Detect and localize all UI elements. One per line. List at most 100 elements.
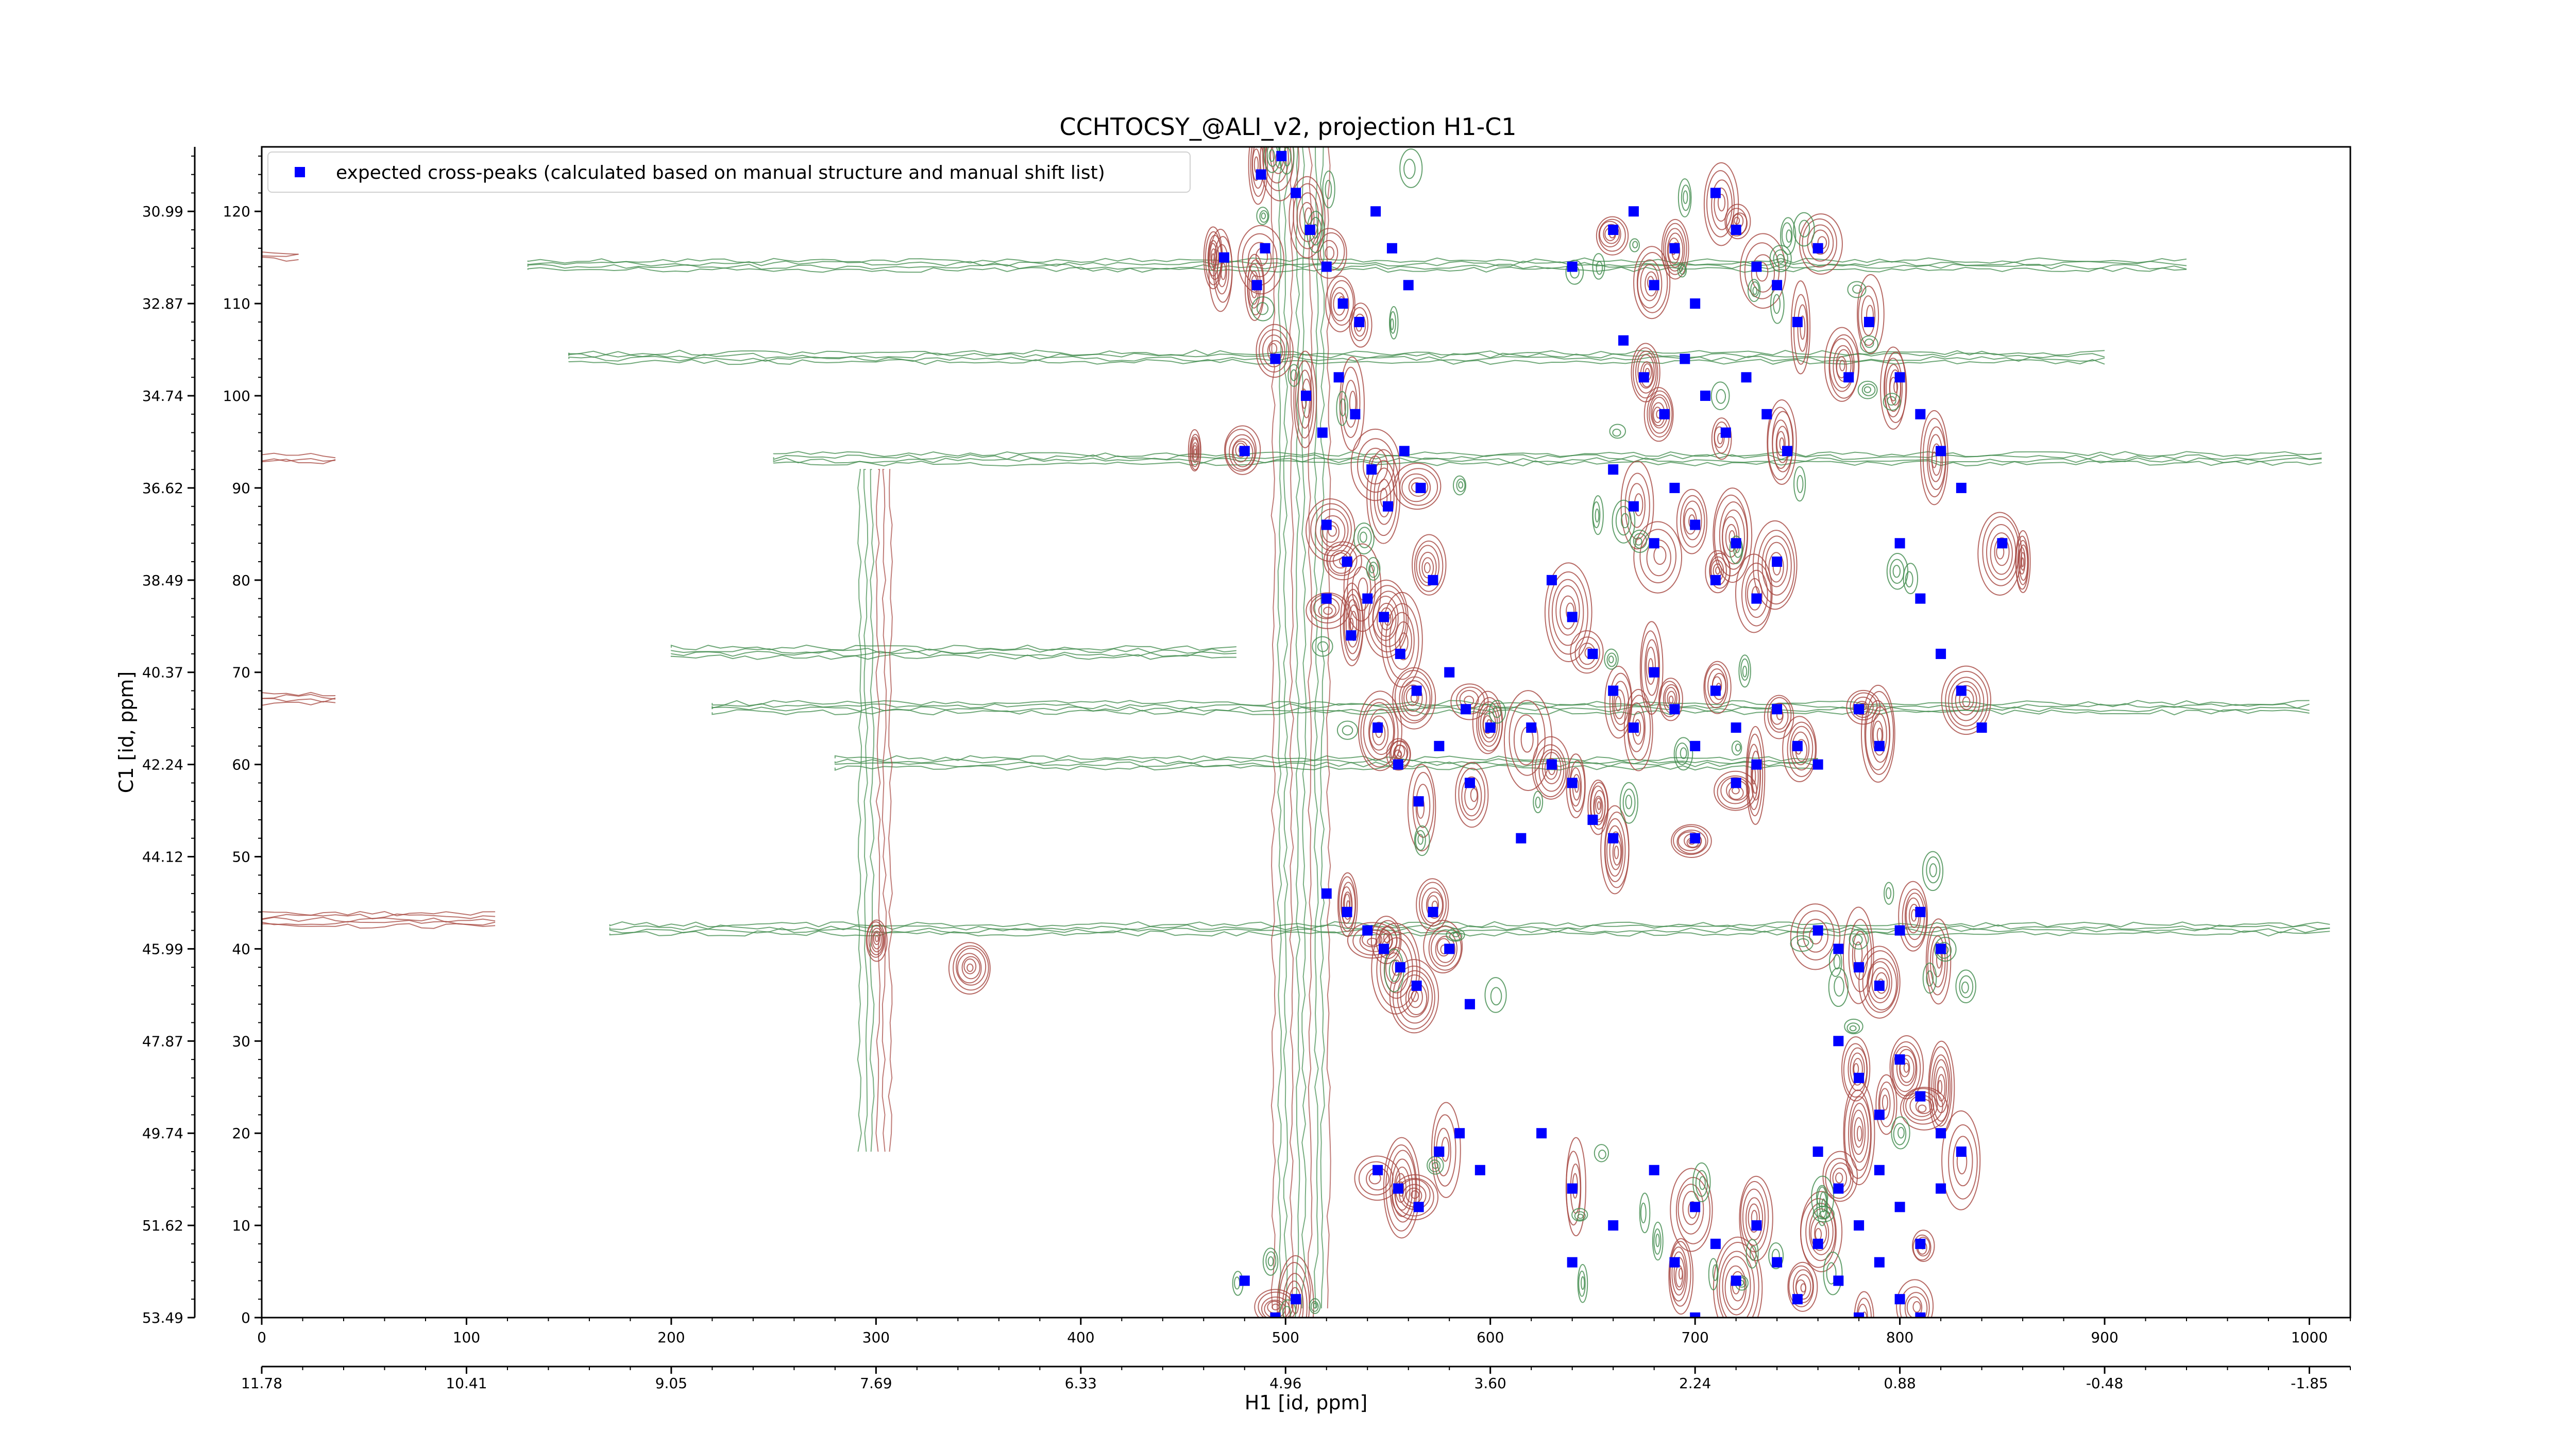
cross-peak-point	[1239, 446, 1250, 457]
contour-ring	[1858, 285, 1879, 346]
contour-ring	[1994, 537, 2010, 566]
y-ppm-tick-label: 40.37	[142, 664, 183, 681]
contour-ring	[1752, 520, 1798, 610]
cross-peak-point	[1936, 648, 1946, 659]
y-tick-label: 50	[232, 849, 250, 866]
contour-ring	[1264, 147, 1289, 183]
contour-ring	[1374, 467, 1395, 525]
contour-ring	[1423, 562, 1431, 574]
contour-ring	[1207, 240, 1219, 277]
contour-streak	[262, 452, 336, 459]
contour-ring	[1793, 294, 1809, 365]
contour-ring	[1612, 499, 1636, 544]
x-tick-label: 0	[257, 1329, 266, 1346]
cross-peak-point	[1411, 685, 1422, 696]
contour-ring	[1823, 1251, 1843, 1295]
cross-peak-point	[1291, 188, 1301, 198]
contour-ring	[1891, 1041, 1921, 1097]
contour-streak	[262, 254, 299, 257]
contour-ring	[1871, 967, 1890, 999]
contour-ring	[1620, 460, 1654, 550]
contour-ring	[1933, 1059, 1950, 1114]
cross-peak-point	[1342, 557, 1352, 567]
cross-peak-point	[1399, 446, 1410, 457]
contour-ring	[1408, 477, 1429, 497]
contour-ring	[1211, 253, 1215, 263]
cross-peak-point	[1812, 243, 1823, 254]
contour-ring	[1358, 690, 1402, 771]
contour-ring	[1619, 782, 1638, 824]
contour-ring	[1592, 253, 1605, 280]
contour-ring	[1833, 954, 1841, 970]
contour-ring	[1897, 1126, 1905, 1139]
x-tick-label: 1000	[2291, 1329, 2328, 1346]
contour-ring	[1392, 965, 1435, 1030]
contour-ring	[1541, 752, 1562, 784]
contour-ring	[1861, 295, 1876, 336]
legend-box	[267, 151, 1191, 193]
contour-streak	[568, 352, 2105, 359]
contour-ring	[1259, 329, 1290, 373]
contour-ring	[1767, 399, 1797, 485]
cross-peak-point	[1690, 1312, 1701, 1318]
contour-ring	[1353, 523, 1375, 554]
contour-ring	[1293, 350, 1317, 448]
contour-ring	[1400, 974, 1429, 1018]
contour-ring	[1857, 274, 1885, 354]
contour-ring	[1861, 1311, 1868, 1318]
y-axis-ppm: 53.49 51.62 49.74 47.87 45.99 44.12 42.24 40.37…	[142, 147, 196, 1326]
contour-ring	[1847, 281, 1867, 298]
cross-peak-point	[1567, 778, 1578, 788]
contour-ring	[1614, 846, 1619, 860]
contour-ring	[1343, 891, 1352, 920]
contour-ring	[1769, 245, 1792, 273]
legend-marker	[295, 167, 305, 177]
cross-peak-point	[1690, 833, 1701, 844]
contour-ring	[1948, 677, 1985, 727]
cross-peak-point	[1638, 372, 1649, 383]
contour-ring	[1224, 425, 1261, 475]
cross-peak-point	[1485, 722, 1496, 733]
cross-peak-point	[1546, 575, 1557, 585]
contour-ring	[1587, 779, 1609, 835]
contour-ring	[1416, 545, 1440, 586]
cross-peak-point	[1370, 206, 1381, 217]
x-axis-ppm: 11.78 10.41 9.05 7.69 6.33 4.96 3.60 2.24 0.88 -0…	[241, 1366, 2351, 1392]
contour-ring	[1262, 1248, 1279, 1276]
cross-peak-point	[1956, 482, 1967, 493]
x-tick-label: 600	[1477, 1329, 1504, 1346]
contour-ring	[1403, 159, 1416, 179]
contour-ring	[1639, 621, 1664, 715]
contour-ring	[1800, 1198, 1837, 1268]
contour-ring	[1678, 1268, 1683, 1280]
contour-ring	[1259, 210, 1268, 223]
contour-ring	[1623, 688, 1653, 771]
contour-ring	[1414, 825, 1430, 856]
contour-ring	[1503, 690, 1553, 791]
cross-peak-point	[1393, 1183, 1403, 1194]
contour-ring	[1893, 1123, 1907, 1145]
contour-ring	[1717, 194, 1726, 212]
contour-ring	[1764, 695, 1794, 739]
contour-ring	[1849, 929, 1869, 950]
contour-ring	[1410, 1190, 1419, 1199]
contour-streak	[1313, 147, 1319, 1309]
contour-ring	[1635, 537, 1642, 546]
cross-peak-point	[1710, 685, 1721, 696]
y-ppm-tick-label: 42.24	[142, 756, 183, 773]
contour-ring	[1625, 795, 1632, 810]
contour-ring	[1786, 229, 1792, 243]
cross-peak-point	[1434, 1146, 1445, 1157]
cross-peak-point	[1710, 1238, 1721, 1249]
contour-ring	[1928, 434, 1943, 482]
contour-ring	[1782, 716, 1817, 782]
contour-ring	[1369, 715, 1389, 751]
contour-ring	[1653, 1228, 1662, 1255]
contour-ring	[1192, 442, 1198, 461]
contour-ring	[1912, 1229, 1935, 1262]
cross-peak-point	[1874, 740, 1885, 751]
x-ppm-tick-label: 6.33	[1065, 1375, 1097, 1392]
cross-peak-point	[1301, 391, 1311, 401]
contour-ring	[1757, 530, 1795, 605]
cross-peak-point	[1256, 169, 1266, 180]
